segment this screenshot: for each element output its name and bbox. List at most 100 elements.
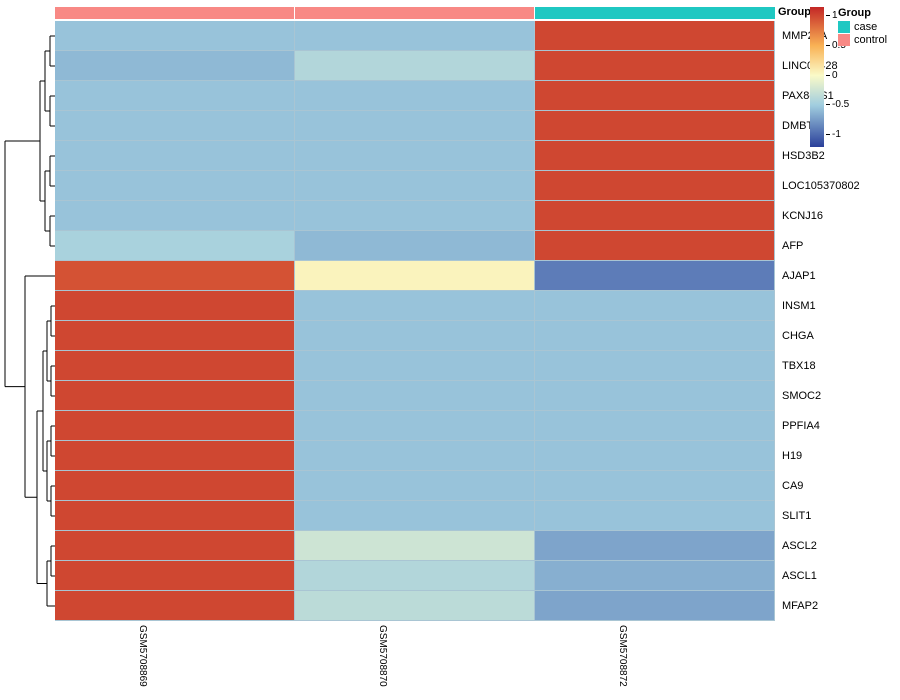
row-label: TBX18 bbox=[778, 351, 860, 381]
heatmap-cell bbox=[55, 51, 295, 81]
heatmap-cell bbox=[295, 201, 535, 231]
heatmap-cell bbox=[535, 201, 775, 231]
heatmap-cell bbox=[535, 591, 775, 621]
group-legend-item: control bbox=[838, 34, 887, 46]
color-scale-tick: 0 bbox=[826, 70, 838, 81]
heatmap-cell bbox=[295, 351, 535, 381]
column-label: GSM5708869 bbox=[137, 625, 148, 687]
group-legend-item: case bbox=[838, 21, 887, 33]
heatmap-cell bbox=[535, 291, 775, 321]
heatmap-cell bbox=[295, 21, 535, 51]
heatmap-cell bbox=[535, 261, 775, 291]
heatmap-cell bbox=[55, 561, 295, 591]
row-label: H19 bbox=[778, 441, 860, 471]
heatmap-cell bbox=[295, 531, 535, 561]
heatmap-cell bbox=[535, 531, 775, 561]
heatmap-cell bbox=[535, 381, 775, 411]
column-label: GSM5708870 bbox=[377, 625, 388, 687]
heatmap-cell bbox=[55, 531, 295, 561]
heatmap-cell bbox=[55, 501, 295, 531]
row-dendrogram bbox=[0, 0, 55, 621]
row-label: ASCL1 bbox=[778, 561, 860, 591]
row-label: KCNJ16 bbox=[778, 201, 860, 231]
heatmap-cell bbox=[535, 21, 775, 51]
heatmap-cell bbox=[535, 561, 775, 591]
heatmap-cell bbox=[535, 501, 775, 531]
heatmap-cell bbox=[295, 561, 535, 591]
row-label: MFAP2 bbox=[778, 591, 860, 621]
heatmap-cell bbox=[295, 51, 535, 81]
color-scale-bar bbox=[810, 7, 824, 147]
heatmap-cell bbox=[55, 141, 295, 171]
row-label: AJAP1 bbox=[778, 261, 860, 291]
group-legend-swatch bbox=[838, 34, 850, 46]
row-label: PPFIA4 bbox=[778, 411, 860, 441]
heatmap-cell bbox=[55, 591, 295, 621]
heatmap-cell bbox=[55, 201, 295, 231]
annotation-cell bbox=[55, 7, 295, 19]
heatmap-cell bbox=[535, 111, 775, 141]
group-legend-title: Group bbox=[838, 7, 887, 19]
heatmap-cell bbox=[295, 591, 535, 621]
column-label: GSM5708872 bbox=[617, 625, 628, 687]
heatmap-cell bbox=[295, 441, 535, 471]
heatmap-cell bbox=[535, 231, 775, 261]
heatmap-cell bbox=[295, 81, 535, 111]
heatmap-cell bbox=[535, 141, 775, 171]
heatmap-cell bbox=[295, 321, 535, 351]
annotation-cell bbox=[535, 7, 775, 19]
row-label: LOC105370802 bbox=[778, 171, 860, 201]
heatmap-grid bbox=[55, 21, 775, 621]
column-labels: GSM5708869 GSM5708870 GSM5708872 bbox=[55, 625, 775, 695]
heatmap-cell bbox=[535, 351, 775, 381]
heatmap-cell bbox=[55, 471, 295, 501]
heatmap-cell bbox=[55, 231, 295, 261]
heatmap-cell bbox=[295, 291, 535, 321]
column-annotation-label: Group bbox=[778, 6, 811, 18]
column-annotation-bar bbox=[55, 7, 775, 19]
heatmap-cell bbox=[55, 291, 295, 321]
group-legend-label: case bbox=[854, 21, 877, 33]
heatmap-cell bbox=[55, 21, 295, 51]
heatmap-cell bbox=[55, 381, 295, 411]
color-scale-tick: 1 bbox=[826, 10, 838, 21]
annotation-cell bbox=[295, 7, 535, 19]
group-legend-label: control bbox=[854, 34, 887, 46]
heatmap-cell bbox=[535, 441, 775, 471]
heatmap-cell bbox=[535, 81, 775, 111]
heatmap-cell bbox=[55, 171, 295, 201]
heatmap-cell bbox=[535, 321, 775, 351]
color-scale-legend: 10.50-0.5-1 bbox=[810, 7, 824, 147]
heatmap-cell bbox=[535, 51, 775, 81]
heatmap-cell bbox=[55, 351, 295, 381]
heatmap-cell bbox=[55, 81, 295, 111]
heatmap-cell bbox=[295, 111, 535, 141]
row-label: ASCL2 bbox=[778, 531, 860, 561]
heatmap-cell bbox=[535, 171, 775, 201]
heatmap-cell bbox=[295, 141, 535, 171]
heatmap-cell bbox=[535, 411, 775, 441]
row-label: AFP bbox=[778, 231, 860, 261]
heatmap-cell bbox=[295, 261, 535, 291]
heatmap-figure: { "type": "heatmap", "layout": { "page_w… bbox=[0, 0, 900, 700]
group-legend-swatch bbox=[838, 21, 850, 33]
heatmap-cell bbox=[295, 171, 535, 201]
heatmap-cell bbox=[295, 471, 535, 501]
heatmap-cell bbox=[295, 381, 535, 411]
heatmap-cell bbox=[55, 411, 295, 441]
row-label: INSM1 bbox=[778, 291, 860, 321]
row-label: SLIT1 bbox=[778, 501, 860, 531]
color-scale-tick: -0.5 bbox=[826, 99, 849, 110]
group-legend: Group casecontrol bbox=[838, 7, 887, 47]
heatmap-cell bbox=[55, 111, 295, 141]
heatmap-cell bbox=[55, 261, 295, 291]
heatmap-cell bbox=[55, 321, 295, 351]
heatmap-cell bbox=[535, 471, 775, 501]
row-label: SMOC2 bbox=[778, 381, 860, 411]
heatmap-cell bbox=[55, 441, 295, 471]
heatmap-cell bbox=[295, 501, 535, 531]
heatmap-cell bbox=[295, 411, 535, 441]
row-label: CHGA bbox=[778, 321, 860, 351]
row-label: CA9 bbox=[778, 471, 860, 501]
color-scale-tick: -1 bbox=[826, 129, 841, 140]
